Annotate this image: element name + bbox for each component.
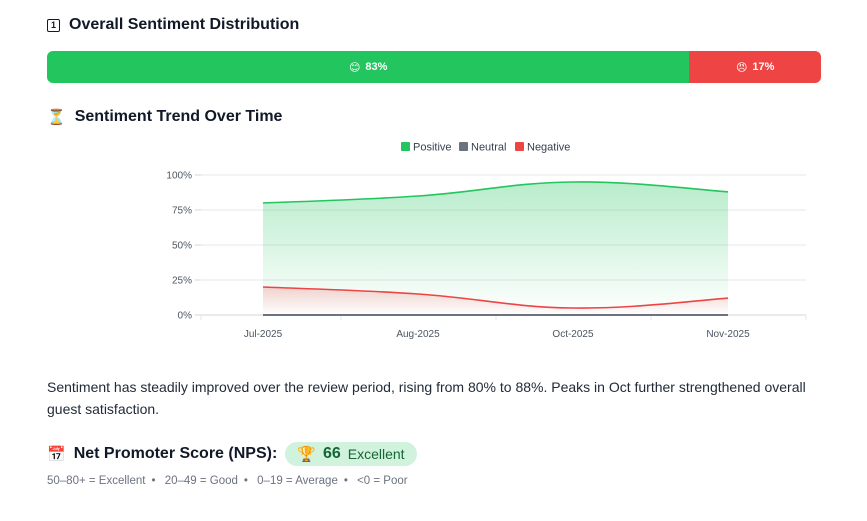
- distribution-title: Overall Sentiment Distribution: [69, 16, 300, 33]
- y-tick-label: 0%: [178, 311, 193, 322]
- legend-swatch-negative: [515, 142, 524, 151]
- trend-summary-text: Sentiment has steadily improved over the…: [47, 379, 806, 417]
- legend-swatch-positive: [401, 142, 410, 151]
- nps-badge: 🏆 66 Excellent: [285, 442, 417, 466]
- nps-scale-item: <0 = Poor: [357, 475, 408, 487]
- legend-label-positive: Positive: [413, 142, 452, 154]
- positive-segment: 😊 83%: [47, 51, 690, 83]
- nps-row: 📅 Net Promoter Score (NPS): 🏆 66 Excelle…: [47, 442, 417, 466]
- angry-emoji-icon: 😠: [735, 60, 748, 74]
- y-tick-label: 25%: [172, 276, 192, 287]
- trophy-icon: 🏆: [297, 445, 316, 463]
- x-tick-label: Aug-2025: [396, 329, 440, 340]
- negative-percent-label: 17%: [752, 61, 775, 73]
- nps-value: 66: [322, 445, 341, 462]
- y-tick-label: 50%: [172, 241, 192, 252]
- legend-swatch-neutral: [459, 142, 468, 151]
- x-tick-label: Nov-2025: [706, 329, 750, 340]
- trend-title: Sentiment Trend Over Time: [74, 108, 283, 125]
- positive-area: [263, 181, 728, 315]
- x-tick-label: Jul-2025: [244, 329, 283, 340]
- smile-emoji-icon: 😊: [348, 60, 361, 74]
- positive-percent-label: 83%: [365, 61, 388, 73]
- negative-segment: 😠 17%: [689, 51, 821, 83]
- number-one-icon: 1: [47, 18, 60, 32]
- y-tick-label: 100%: [166, 171, 192, 182]
- hourglass-icon: ⏳: [47, 108, 66, 126]
- calendar-icon: 📅: [47, 445, 66, 463]
- y-tick-label: 75%: [172, 206, 192, 217]
- legend-label-negative: Negative: [527, 142, 570, 154]
- sentiment-distribution-bar: 😊 83% 😠 17%: [47, 51, 821, 83]
- nps-scale-item: 50–80+ = Excellent: [47, 475, 146, 487]
- trend-title-row: ⏳ Sentiment Trend Over Time: [47, 108, 282, 126]
- nps-scale-item: 0–19 = Average: [257, 475, 338, 487]
- nps-rating-label: Excellent: [347, 446, 405, 462]
- positive-series-line: [262, 181, 729, 204]
- nps-scale-item: 20–49 = Good: [164, 475, 238, 487]
- nps-scale-legend: 50–80+ = Excellent • 20–49 = Good • 0–19 =…: [47, 475, 408, 487]
- negative-series-line: [262, 286, 729, 309]
- nps-title: Net Promoter Score (NPS):: [73, 445, 278, 462]
- sentiment-trend-chart: 0% 25% 50% 75% 100% Jul-2025 Aug-2025 Oct-2025 N…: [166, 142, 807, 340]
- legend-label-neutral: Neutral: [471, 142, 506, 154]
- distribution-title-row: 1 Overall Sentiment Distribution: [47, 16, 299, 34]
- x-tick-label: Oct-2025: [552, 329, 594, 340]
